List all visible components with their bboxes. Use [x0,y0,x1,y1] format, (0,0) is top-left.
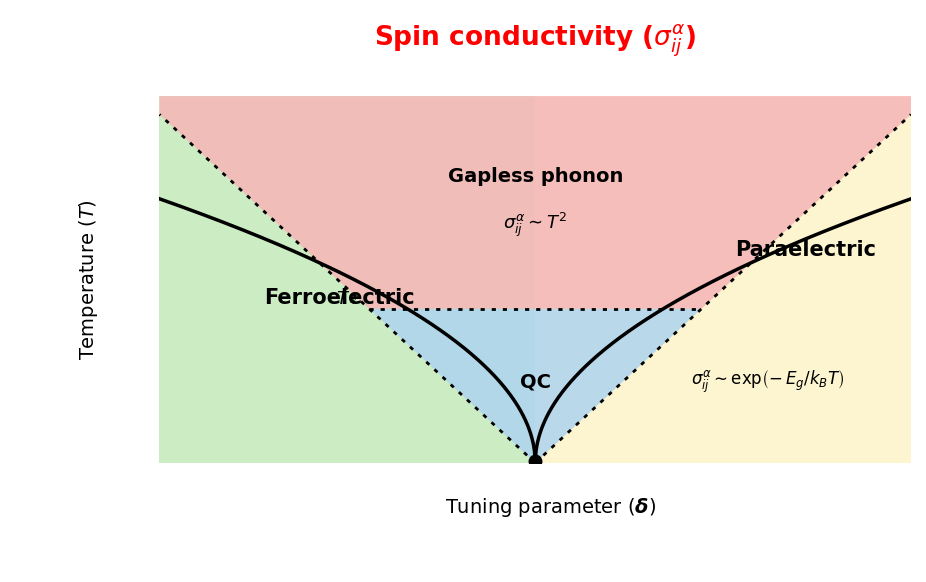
Polygon shape [369,309,701,463]
Text: $\sigma_{ij}^{\alpha} \sim \exp\!\left(-\, E_g/k_BT\right)$: $\sigma_{ij}^{\alpha} \sim \exp\!\left(-… [692,369,845,395]
Text: Ferroelectric: Ferroelectric [265,288,415,308]
Text: $T_*$: $T_*$ [336,287,357,305]
Text: Paraelectric: Paraelectric [735,240,876,260]
Text: Spin conductivity ($\sigma_{ij}^{\alpha}$): Spin conductivity ($\sigma_{ij}^{\alpha}… [374,23,696,59]
Text: Tuning parameter ($\boldsymbol{\delta}$): Tuning parameter ($\boldsymbol{\delta}$) [444,496,656,519]
Text: Temperature ($T$): Temperature ($T$) [77,199,100,360]
Text: $\sigma_{ij}^{\alpha} \sim T^2$: $\sigma_{ij}^{\alpha} \sim T^2$ [503,210,568,239]
Text: Gapless phonon: Gapless phonon [447,167,623,186]
Polygon shape [159,96,911,309]
Text: QC: QC [519,372,551,392]
Polygon shape [159,96,911,463]
Polygon shape [535,96,911,463]
